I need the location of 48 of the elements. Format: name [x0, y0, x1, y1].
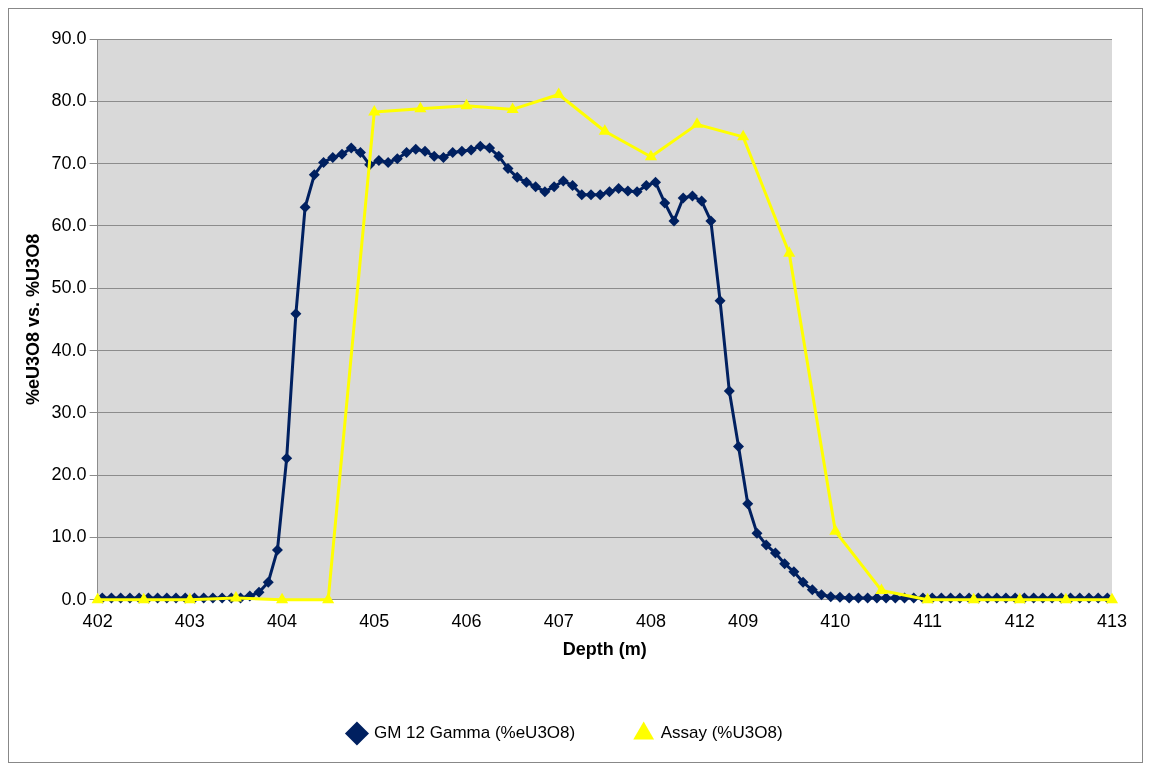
- point: [414, 101, 427, 113]
- point: [829, 524, 842, 535]
- point: [460, 98, 473, 110]
- point: [322, 592, 335, 604]
- x-tick-label: 409: [728, 610, 759, 631]
- y-tick-label: 40.0: [51, 339, 87, 360]
- point: [967, 592, 980, 604]
- point: [1013, 592, 1026, 604]
- point: [276, 592, 289, 604]
- y-tick-label: 70.0: [51, 152, 87, 173]
- y-tick-label: 10.0: [51, 526, 87, 547]
- point: [229, 590, 243, 602]
- point: [875, 583, 888, 594]
- x-tick-label: 407: [543, 610, 574, 631]
- y-tick-label: 30.0: [51, 401, 87, 422]
- point: [690, 117, 704, 128]
- legend-label: GM 12 Gamma (%eU3O8): [373, 723, 576, 743]
- point: [921, 592, 934, 604]
- point: [368, 104, 381, 116]
- x-tick-label: 413: [1096, 610, 1128, 631]
- x-tick-label: 410: [820, 610, 851, 631]
- point: [737, 129, 750, 141]
- point: [598, 124, 611, 135]
- x-tick-label: 403: [174, 610, 205, 631]
- y-tick-label: 90.0: [51, 27, 87, 48]
- x-tick-label: 404: [267, 610, 298, 631]
- y-tick-label: 20.0: [51, 464, 87, 485]
- legend-label: Assay (%U3O8): [660, 723, 783, 743]
- point: [783, 246, 796, 257]
- y-tick-label: 50.0: [51, 277, 87, 298]
- x-tick-label: 412: [1004, 610, 1035, 631]
- y-tick-label: 80.0: [51, 90, 87, 111]
- point: [552, 87, 565, 98]
- y-axis-title: %eU3O8 vs. %U3O8: [22, 233, 43, 405]
- point: [137, 592, 150, 604]
- x-tick-label: 406: [451, 610, 482, 631]
- x-tick-label: 408: [635, 610, 666, 631]
- x-tick-label: 405: [359, 610, 390, 631]
- x-axis-title: Depth (m): [562, 639, 647, 660]
- y-tick-label: 60.0: [51, 214, 87, 235]
- point: [644, 149, 657, 161]
- point: [506, 102, 519, 113]
- point: [1105, 592, 1119, 604]
- y-tick-label: 0.0: [61, 588, 87, 609]
- point: [1059, 592, 1072, 604]
- x-tick-label: 411: [913, 610, 942, 631]
- x-tick-label: 402: [82, 610, 113, 631]
- point: [183, 592, 196, 604]
